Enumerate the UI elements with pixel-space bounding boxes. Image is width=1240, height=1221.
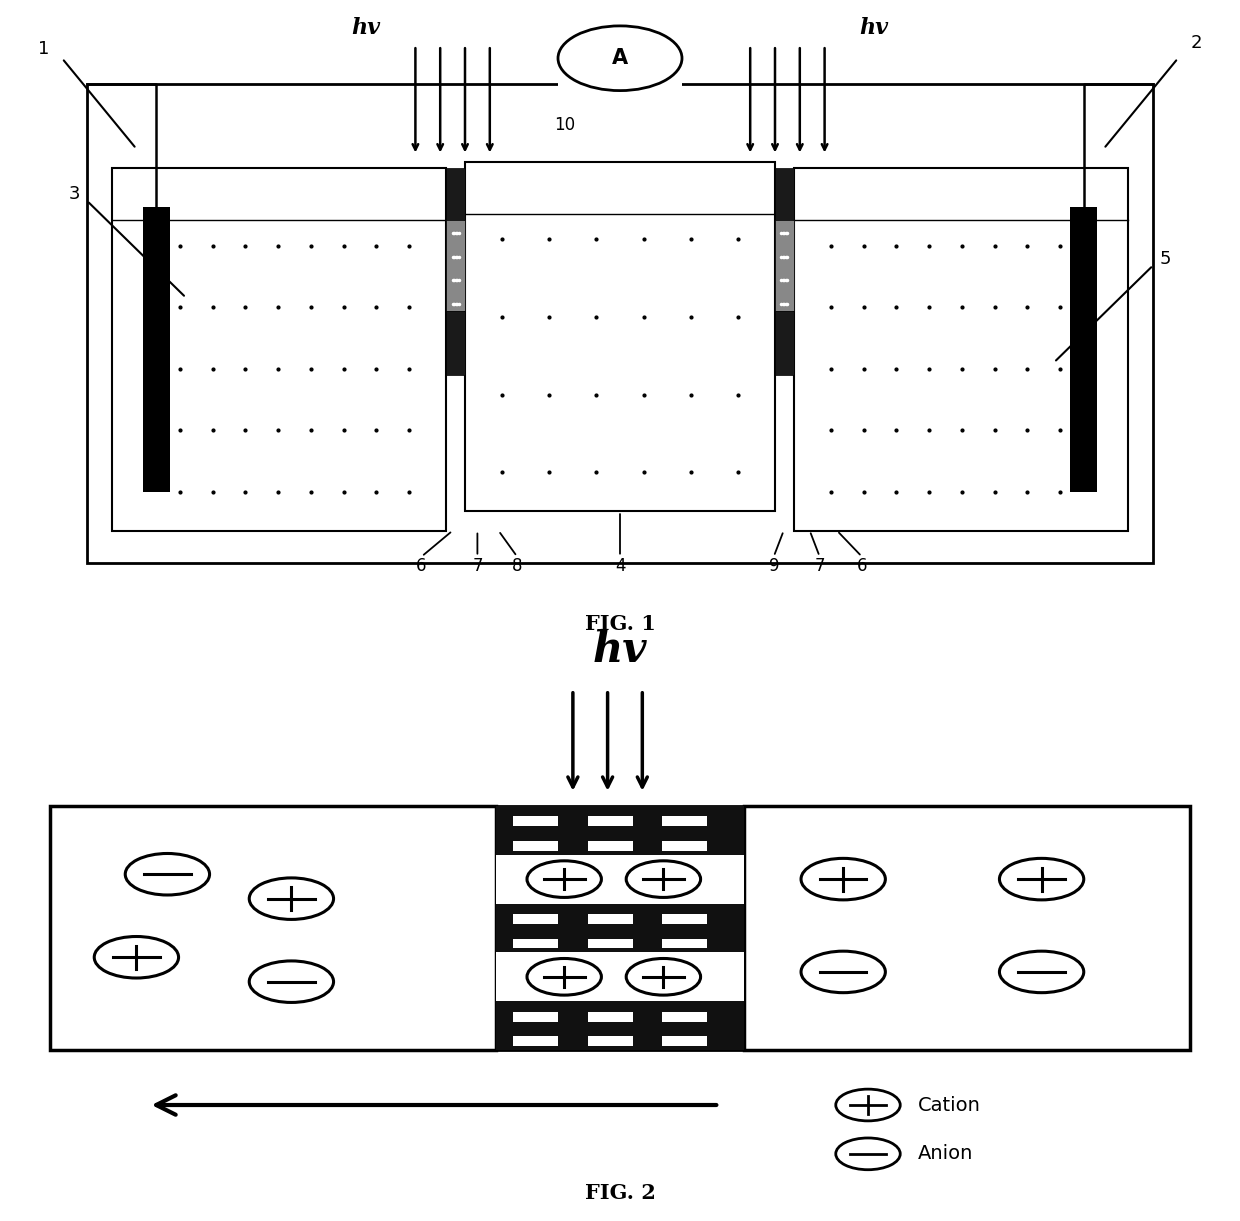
Text: 10: 10	[553, 116, 575, 134]
Circle shape	[125, 853, 210, 895]
Circle shape	[999, 858, 1084, 900]
Bar	[513, 915, 558, 924]
Text: 3: 3	[69, 186, 81, 203]
Bar	[588, 817, 632, 827]
Bar	[496, 855, 744, 904]
Circle shape	[836, 1138, 900, 1170]
Bar	[662, 915, 707, 924]
Bar	[496, 806, 744, 1050]
Bar	[446, 220, 465, 310]
Circle shape	[999, 951, 1084, 993]
Bar	[465, 161, 775, 512]
Circle shape	[801, 951, 885, 993]
Bar	[775, 220, 794, 310]
Bar	[513, 841, 558, 851]
Bar	[794, 168, 1128, 531]
Circle shape	[527, 958, 601, 995]
Text: 6: 6	[417, 557, 427, 575]
Bar	[744, 806, 1190, 1050]
Text: 5: 5	[1159, 250, 1171, 267]
Bar	[496, 1001, 744, 1050]
Bar	[513, 1012, 558, 1022]
Text: 7: 7	[815, 557, 825, 575]
Text: FIG. 2: FIG. 2	[584, 1183, 656, 1203]
Bar	[496, 952, 744, 1001]
Bar	[558, 81, 682, 87]
Circle shape	[626, 861, 701, 897]
Text: 8: 8	[512, 557, 522, 575]
Bar	[143, 208, 170, 492]
Bar	[496, 904, 744, 952]
Bar	[662, 841, 707, 851]
Bar	[513, 939, 558, 949]
Bar	[662, 1037, 707, 1046]
Text: 9: 9	[769, 557, 779, 575]
Bar	[662, 939, 707, 949]
Text: A: A	[611, 49, 629, 68]
Bar	[87, 84, 1153, 563]
Text: hv: hv	[859, 17, 889, 39]
Text: hv: hv	[351, 17, 381, 39]
Circle shape	[626, 958, 701, 995]
Bar	[50, 806, 496, 1050]
Circle shape	[558, 26, 682, 90]
Bar	[112, 168, 446, 531]
Bar	[513, 817, 558, 827]
Bar	[446, 168, 465, 220]
Bar	[588, 1012, 632, 1022]
Bar	[662, 1012, 707, 1022]
Bar	[588, 841, 632, 851]
Circle shape	[836, 1089, 900, 1121]
Text: 1: 1	[38, 40, 50, 59]
Bar	[662, 817, 707, 827]
Circle shape	[249, 961, 334, 1002]
Text: Anion: Anion	[918, 1144, 973, 1164]
Bar	[446, 310, 465, 375]
Text: 6: 6	[857, 557, 867, 575]
Bar	[588, 939, 632, 949]
Bar	[775, 168, 794, 220]
Text: hv: hv	[593, 629, 647, 670]
Text: Cation: Cation	[918, 1095, 981, 1115]
Bar	[513, 1037, 558, 1046]
Circle shape	[94, 937, 179, 978]
Circle shape	[801, 858, 885, 900]
Bar	[1070, 208, 1097, 492]
Bar	[496, 806, 744, 855]
Circle shape	[527, 861, 601, 897]
Text: FIG. 1: FIG. 1	[584, 614, 656, 634]
Bar	[588, 1037, 632, 1046]
Bar	[588, 915, 632, 924]
Bar	[775, 310, 794, 375]
Text: 2: 2	[1190, 34, 1202, 51]
Text: 7: 7	[472, 557, 482, 575]
Circle shape	[249, 878, 334, 919]
Text: 4: 4	[615, 557, 625, 575]
